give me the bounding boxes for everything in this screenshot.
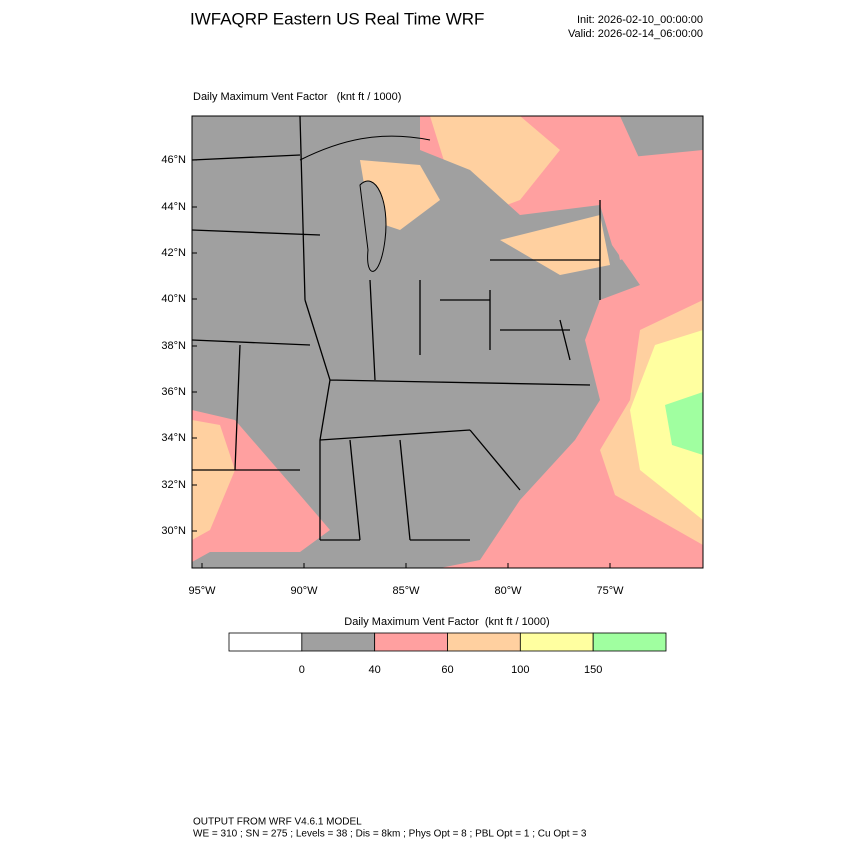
map bbox=[191, 115, 704, 569]
colorbar-title: Daily Maximum Vent Factor (knt ft / 1000… bbox=[344, 616, 549, 628]
map-axes: 46°N 44°N 42°N 40°N 38°N 36°N 34°N 32°N 30°N 95°W… bbox=[161, 154, 624, 597]
footer-line: WE = 310 ; SN = 275 ; Levels = 38 ; Dis … bbox=[193, 829, 587, 840]
land-field bbox=[192, 116, 640, 568]
colorbar: 0 40 60 100 150 bbox=[228, 632, 667, 676]
colorbar-label: 40 bbox=[369, 664, 381, 676]
colorbar-label: 150 bbox=[584, 664, 602, 676]
field-patch bbox=[620, 116, 703, 160]
init-time: Init: 2026-02-10_00:00:00 bbox=[577, 14, 703, 26]
lat-label: 40°N bbox=[161, 293, 186, 305]
lon-label: 80°W bbox=[494, 585, 522, 597]
colorbar-label: 100 bbox=[511, 664, 529, 676]
lat-label: 36°N bbox=[161, 386, 186, 398]
valid-time: Valid: 2026-02-14_06:00:00 bbox=[568, 28, 703, 40]
lon-label: 75°W bbox=[596, 585, 624, 597]
page-title: IWFAQRP Eastern US Real Time WRF bbox=[190, 9, 484, 28]
lat-label: 34°N bbox=[161, 432, 186, 444]
field-patch bbox=[192, 420, 235, 540]
map-title: Daily Maximum Vent Factor (knt ft / 1000… bbox=[193, 91, 401, 103]
colorbar-box bbox=[592, 632, 667, 652]
lat-label: 32°N bbox=[161, 479, 186, 491]
lon-label: 90°W bbox=[290, 585, 318, 597]
lat-label: 38°N bbox=[161, 340, 186, 352]
colorbar-label: 60 bbox=[441, 664, 453, 676]
field-patch bbox=[630, 330, 703, 520]
colorbar-box bbox=[374, 632, 448, 652]
lake-superior-shore bbox=[299, 135, 431, 161]
lat-label: 42°N bbox=[161, 247, 186, 259]
lat-label: 44°N bbox=[161, 201, 186, 213]
colorbar-box bbox=[447, 632, 521, 652]
colorbar-box bbox=[228, 632, 303, 652]
lon-label: 95°W bbox=[188, 585, 216, 597]
lake-michigan bbox=[359, 180, 387, 272]
lat-label: 30°N bbox=[161, 525, 186, 537]
colorbar-label: 0 bbox=[299, 664, 305, 676]
footer-line: OUTPUT FROM WRF V4.6.1 MODEL bbox=[193, 817, 362, 828]
lon-label: 85°W bbox=[392, 585, 420, 597]
map-frame bbox=[191, 115, 704, 569]
colorbar-box bbox=[301, 632, 376, 652]
state-boundaries bbox=[192, 116, 601, 541]
lat-label: 46°N bbox=[161, 154, 186, 166]
colorbar-box bbox=[519, 632, 594, 652]
field-patch bbox=[600, 150, 703, 260]
field-patch bbox=[665, 392, 703, 455]
